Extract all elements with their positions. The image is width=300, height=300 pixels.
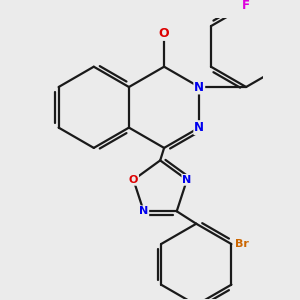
Text: F: F bbox=[242, 0, 250, 12]
Text: N: N bbox=[182, 175, 192, 185]
Text: N: N bbox=[139, 206, 148, 216]
Text: N: N bbox=[194, 80, 204, 94]
Text: N: N bbox=[194, 121, 204, 134]
Text: O: O bbox=[159, 27, 170, 40]
Text: O: O bbox=[129, 175, 138, 185]
Text: Br: Br bbox=[235, 239, 248, 249]
